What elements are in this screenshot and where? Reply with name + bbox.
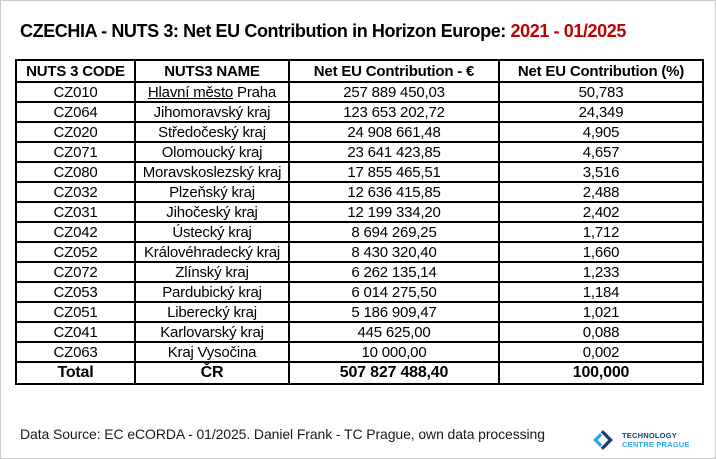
pct-cell: 4,657 bbox=[498, 141, 704, 163]
pct-cell: 50,783 bbox=[498, 81, 704, 103]
tc-prague-logo-icon bbox=[588, 425, 618, 455]
nuts-name-cell: Královéhradecký kraj bbox=[134, 241, 290, 263]
column-header-eur: Net EU Contribution - € bbox=[288, 59, 500, 83]
eur-cell: 257 889 450,03 bbox=[288, 81, 500, 103]
total-label-cell: Total bbox=[15, 361, 136, 385]
pct-cell: 2,488 bbox=[498, 181, 704, 203]
nuts-name-cell: Jihomoravský kraj bbox=[134, 101, 290, 123]
page-title: CZECHIA - NUTS 3: Net EU Contribution in… bbox=[20, 21, 626, 42]
table-row: CZ071 Olomoucký kraj 23 641 423,85 4,657 bbox=[15, 141, 704, 163]
logo-line-2: CENTRE PRAGUE bbox=[622, 440, 690, 449]
table-row: CZ032 Plzeňský kraj 12 636 415,85 2,488 bbox=[15, 181, 704, 203]
nuts-name-cell: Pardubický kraj bbox=[134, 281, 290, 303]
table-row: CZ031 Jihočeský kraj 12 199 334,20 2,402 bbox=[15, 201, 704, 223]
nuts-code-cell: CZ052 bbox=[15, 241, 136, 263]
table-row: CZ080 Moravskoslezský kraj 17 855 465,51 3,… bbox=[15, 161, 704, 183]
eur-cell: 23 641 423,85 bbox=[288, 141, 500, 163]
pct-cell: 1,184 bbox=[498, 281, 704, 303]
eur-cell: 24 908 661,48 bbox=[288, 121, 500, 143]
eur-cell: 12 636 415,85 bbox=[288, 181, 500, 203]
nuts-name-cell: Středočeský kraj bbox=[134, 121, 290, 143]
table-row: CZ053 Pardubický kraj 6 014 275,50 1,184 bbox=[15, 281, 704, 303]
nuts-code-cell: CZ041 bbox=[15, 321, 136, 343]
eur-cell: 6 014 275,50 bbox=[288, 281, 500, 303]
nuts-code-cell: CZ072 bbox=[15, 261, 136, 283]
eur-cell: 445 625,00 bbox=[288, 321, 500, 343]
nuts-code-cell: CZ031 bbox=[15, 201, 136, 223]
pct-cell: 1,660 bbox=[498, 241, 704, 263]
nuts-name-cell: Hlavní město Praha bbox=[134, 81, 290, 103]
pct-cell: 3,516 bbox=[498, 161, 704, 183]
pct-cell: 24,349 bbox=[498, 101, 704, 123]
nuts-code-cell: CZ051 bbox=[15, 301, 136, 323]
table-row: CZ041 Karlovarský kraj 445 625,00 0,088 bbox=[15, 321, 704, 343]
table-row: CZ020 Středočeský kraj 24 908 661,48 4,905 bbox=[15, 121, 704, 143]
underlined-name-part: Hlavní město bbox=[147, 83, 234, 101]
total-eur-cell: 507 827 488,40 bbox=[288, 361, 500, 385]
eur-cell: 5 186 909,47 bbox=[288, 301, 500, 323]
total-pct-cell: 100,000 bbox=[498, 361, 704, 385]
pct-cell: 2,402 bbox=[498, 201, 704, 223]
eur-cell: 12 199 334,20 bbox=[288, 201, 500, 223]
eur-cell: 123 653 202,72 bbox=[288, 101, 500, 123]
nuts-name-cell: Jihočeský kraj bbox=[134, 201, 290, 223]
total-name-cell: ČR bbox=[134, 361, 290, 385]
table-header: NUTS 3 CODE NUTS3 NAME Net EU Contributi… bbox=[15, 59, 704, 83]
table-body: CZ010 Hlavní město Praha 257 889 450,03 50,… bbox=[15, 81, 704, 363]
column-header-code: NUTS 3 CODE bbox=[15, 59, 136, 83]
nuts-name-cell: Zlínský kraj bbox=[134, 261, 290, 283]
eur-cell: 17 855 465,51 bbox=[288, 161, 500, 183]
table-row: CZ064 Jihomoravský kraj 123 653 202,72 24,3… bbox=[15, 101, 704, 123]
tc-prague-logo-text: TECHNOLOGY CENTRE PRAGUE bbox=[622, 431, 690, 449]
pct-cell: 1,233 bbox=[498, 261, 704, 283]
table-row: CZ042 Ústecký kraj 8 694 269,25 1,712 bbox=[15, 221, 704, 243]
column-header-pct: Net EU Contribution (%) bbox=[498, 59, 704, 83]
column-header-name: NUTS3 NAME bbox=[134, 59, 290, 83]
nuts-name-cell: Olomoucký kraj bbox=[134, 141, 290, 163]
pct-cell: 1,712 bbox=[498, 221, 704, 243]
logo-line-1: TECHNOLOGY bbox=[622, 431, 677, 440]
nuts-name-cell: Karlovarský kraj bbox=[134, 321, 290, 343]
eur-cell: 10 000,00 bbox=[288, 341, 500, 363]
table-row: CZ010 Hlavní město Praha 257 889 450,03 50,… bbox=[15, 81, 704, 103]
nuts-code-cell: CZ080 bbox=[15, 161, 136, 183]
data-source-note: Data Source: EC eCORDA - 01/2025. Daniel… bbox=[20, 426, 545, 442]
table-row: CZ052 Královéhradecký kraj 8 430 320,40 1,6… bbox=[15, 241, 704, 263]
nuts-name-cell: Kraj Vysočina bbox=[134, 341, 290, 363]
pct-cell: 0,088 bbox=[498, 321, 704, 343]
page-title-period: 2021 - 01/2025 bbox=[510, 21, 627, 41]
header-row: NUTS 3 CODE NUTS3 NAME Net EU Contributi… bbox=[15, 59, 704, 83]
pct-cell: 4,905 bbox=[498, 121, 704, 143]
nuts-name-cell: Liberecký kraj bbox=[134, 301, 290, 323]
eur-cell: 6 262 135,14 bbox=[288, 261, 500, 283]
pct-cell: 0,002 bbox=[498, 341, 704, 363]
eur-cell: 8 430 320,40 bbox=[288, 241, 500, 263]
nuts-code-cell: CZ020 bbox=[15, 121, 136, 143]
eur-cell: 8 694 269,25 bbox=[288, 221, 500, 243]
nuts-code-cell: CZ071 bbox=[15, 141, 136, 163]
nuts-name-cell: Plzeňský kraj bbox=[134, 181, 290, 203]
nuts-code-cell: CZ064 bbox=[15, 101, 136, 123]
page-title-main: CZECHIA - NUTS 3: Net EU Contribution in… bbox=[20, 21, 511, 41]
nuts-name-cell: Moravskoslezský kraj bbox=[134, 161, 290, 183]
tc-prague-logo: TECHNOLOGY CENTRE PRAGUE bbox=[588, 425, 690, 455]
nuts3-contribution-table: NUTS 3 CODE NUTS3 NAME Net EU Contributi… bbox=[15, 59, 704, 385]
total-row: Total ČR 507 827 488,40 100,000 bbox=[15, 361, 704, 385]
nuts-code-cell: CZ032 bbox=[15, 181, 136, 203]
nuts-code-cell: CZ053 bbox=[15, 281, 136, 303]
nuts-name-cell: Ústecký kraj bbox=[134, 221, 290, 243]
nuts-code-cell: CZ063 bbox=[15, 341, 136, 363]
nuts-code-cell: CZ010 bbox=[15, 81, 136, 103]
table-footer: Total ČR 507 827 488,40 100,000 bbox=[15, 361, 704, 385]
pct-cell: 1,021 bbox=[498, 301, 704, 323]
table-row: CZ072 Zlínský kraj 6 262 135,14 1,233 bbox=[15, 261, 704, 283]
nuts-code-cell: CZ042 bbox=[15, 221, 136, 243]
table-row: CZ063 Kraj Vysočina 10 000,00 0,002 bbox=[15, 341, 704, 363]
table-row: CZ051 Liberecký kraj 5 186 909,47 1,021 bbox=[15, 301, 704, 323]
